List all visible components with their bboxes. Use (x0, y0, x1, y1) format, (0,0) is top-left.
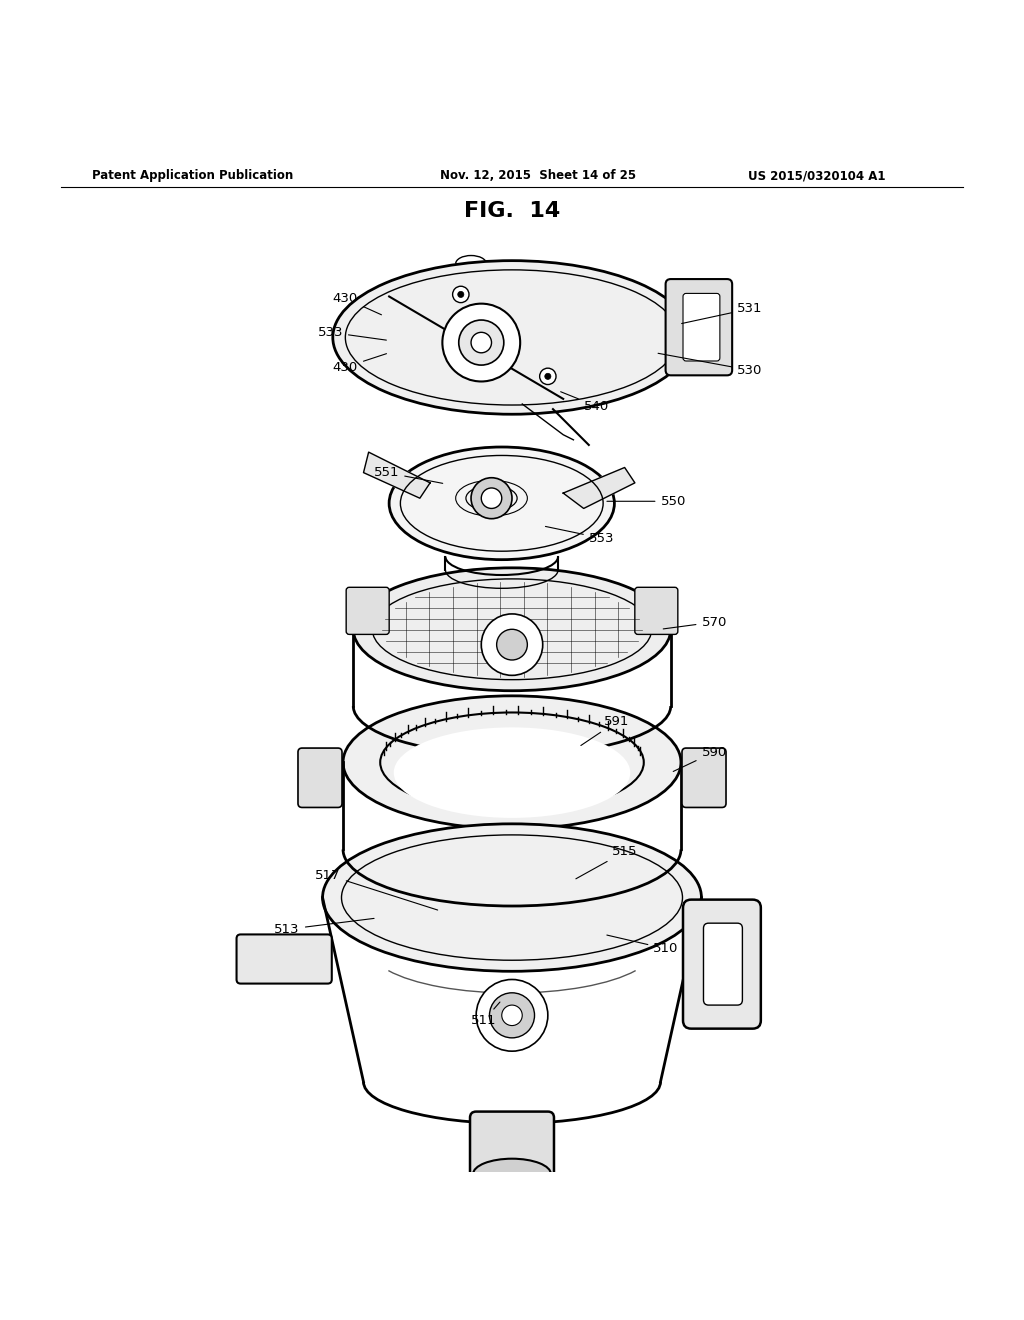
Text: 513: 513 (274, 919, 374, 936)
FancyBboxPatch shape (635, 587, 678, 635)
Ellipse shape (333, 260, 691, 414)
Circle shape (458, 292, 464, 297)
FancyBboxPatch shape (666, 279, 732, 375)
Text: 515: 515 (575, 845, 638, 879)
FancyBboxPatch shape (683, 293, 720, 360)
Circle shape (471, 333, 492, 352)
Ellipse shape (473, 1159, 551, 1189)
FancyBboxPatch shape (470, 1111, 554, 1180)
FancyBboxPatch shape (237, 935, 332, 983)
Text: 550: 550 (607, 495, 686, 508)
Text: 530: 530 (658, 354, 763, 376)
Text: Nov. 12, 2015  Sheet 14 of 25: Nov. 12, 2015 Sheet 14 of 25 (440, 169, 637, 182)
Circle shape (476, 979, 548, 1051)
Circle shape (459, 319, 504, 366)
Text: 430: 430 (333, 354, 386, 374)
Text: FIG.  14: FIG. 14 (464, 202, 560, 222)
FancyBboxPatch shape (346, 587, 389, 635)
Ellipse shape (353, 568, 671, 690)
Ellipse shape (323, 824, 701, 972)
FancyBboxPatch shape (703, 923, 742, 1005)
Polygon shape (364, 453, 430, 498)
Ellipse shape (393, 727, 630, 818)
Circle shape (471, 478, 512, 519)
Circle shape (453, 286, 469, 302)
FancyBboxPatch shape (682, 748, 726, 808)
Text: 540: 540 (561, 392, 609, 413)
Circle shape (502, 1005, 522, 1026)
Ellipse shape (343, 696, 681, 829)
Circle shape (481, 614, 543, 676)
Ellipse shape (389, 447, 614, 560)
Circle shape (442, 304, 520, 381)
Polygon shape (563, 467, 635, 508)
Text: 591: 591 (581, 715, 630, 746)
Circle shape (497, 630, 527, 660)
Text: 517: 517 (315, 869, 437, 909)
Text: 533: 533 (317, 326, 386, 341)
Text: 511: 511 (471, 1002, 500, 1027)
FancyBboxPatch shape (683, 900, 761, 1028)
Text: 553: 553 (546, 527, 614, 545)
Text: 570: 570 (664, 615, 727, 628)
Text: 510: 510 (607, 935, 679, 956)
Circle shape (489, 993, 535, 1038)
Text: Patent Application Publication: Patent Application Publication (92, 169, 294, 182)
Text: 551: 551 (374, 466, 442, 483)
Text: US 2015/0320104 A1: US 2015/0320104 A1 (748, 169, 885, 182)
Circle shape (540, 368, 556, 384)
FancyBboxPatch shape (298, 748, 342, 808)
Circle shape (545, 374, 551, 379)
Text: 430: 430 (333, 292, 382, 314)
Text: 590: 590 (673, 746, 727, 771)
Text: 531: 531 (682, 302, 763, 323)
Circle shape (481, 488, 502, 508)
